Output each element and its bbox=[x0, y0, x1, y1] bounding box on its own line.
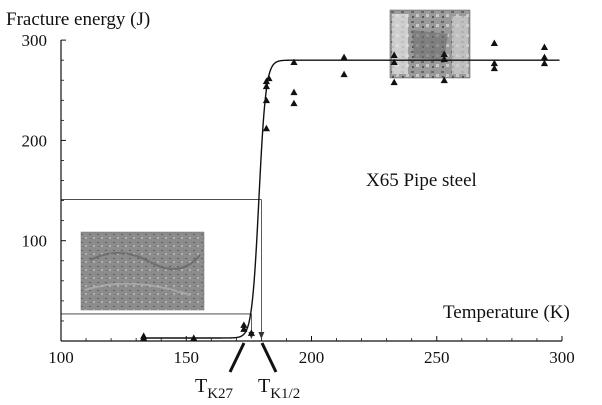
data-point-4 bbox=[240, 321, 248, 328]
data-point-11 bbox=[290, 58, 298, 66]
tk27-label-main: T bbox=[195, 375, 207, 397]
data-point-2 bbox=[190, 334, 198, 341]
data-point-15 bbox=[340, 70, 348, 78]
series-annotation: X65 Pipe steel bbox=[366, 170, 477, 191]
data-point-18 bbox=[390, 78, 398, 86]
x-tick-label-200: 200 bbox=[299, 348, 325, 367]
fracture-surface-brittle bbox=[80, 231, 205, 311]
tk12-marker: TK1/2 bbox=[258, 342, 300, 402]
data-point-20 bbox=[440, 55, 448, 63]
x-tick-label-100: 100 bbox=[48, 348, 74, 367]
data-point-8 bbox=[262, 82, 271, 90]
x-tick-label-150: 150 bbox=[174, 348, 200, 367]
tk12-label-main: T bbox=[258, 375, 270, 397]
x-tick-label-250: 250 bbox=[424, 348, 450, 367]
tk27-pointer bbox=[228, 342, 246, 373]
data-point-7 bbox=[262, 96, 271, 104]
fit-curve bbox=[141, 59, 560, 339]
y-tick-label-100: 100 bbox=[22, 232, 48, 251]
data-point-5 bbox=[247, 329, 255, 336]
data-point-17 bbox=[390, 58, 398, 66]
ref-arrowhead-180 bbox=[258, 332, 265, 339]
data-point-12 bbox=[290, 88, 298, 96]
data-point-22 bbox=[490, 39, 498, 47]
data-point-21 bbox=[440, 76, 448, 84]
data-points bbox=[140, 39, 549, 341]
data-point-24 bbox=[490, 64, 498, 72]
tick-labels: 100 150 200 250 300 100 200 300 bbox=[22, 31, 575, 367]
fracture-surface-ductile bbox=[389, 9, 471, 79]
data-point-10 bbox=[265, 74, 273, 82]
fit-curve-layer bbox=[141, 59, 560, 339]
data-point-26 bbox=[540, 53, 549, 61]
data-point-13 bbox=[290, 99, 298, 107]
x-axis-title: Temperature (K) bbox=[443, 302, 570, 323]
data-point-25 bbox=[540, 43, 549, 51]
data-point-6 bbox=[262, 124, 271, 132]
tk12-pointer bbox=[260, 342, 278, 373]
tk27-label-sub: K27 bbox=[207, 386, 233, 402]
x-tick-label-300: 300 bbox=[549, 348, 575, 367]
data-point-16 bbox=[390, 51, 398, 59]
y-tick-label-200: 200 bbox=[22, 131, 48, 150]
data-point-3 bbox=[240, 325, 248, 332]
data-point-19 bbox=[440, 50, 448, 58]
data-point-27 bbox=[540, 59, 549, 67]
svg-text:TK27: TK27 bbox=[195, 375, 234, 402]
data-point-14 bbox=[340, 53, 348, 61]
tk12-label-sub: K1/2 bbox=[270, 386, 300, 402]
data-point-23 bbox=[490, 59, 498, 67]
data-point-1 bbox=[140, 332, 148, 339]
y-axis-title: Fracture energy (J) bbox=[6, 9, 150, 30]
y-tick-label-300: 300 bbox=[22, 31, 48, 50]
svg-text:TK1/2: TK1/2 bbox=[258, 375, 300, 402]
tk27-marker: TK27 bbox=[195, 342, 246, 402]
